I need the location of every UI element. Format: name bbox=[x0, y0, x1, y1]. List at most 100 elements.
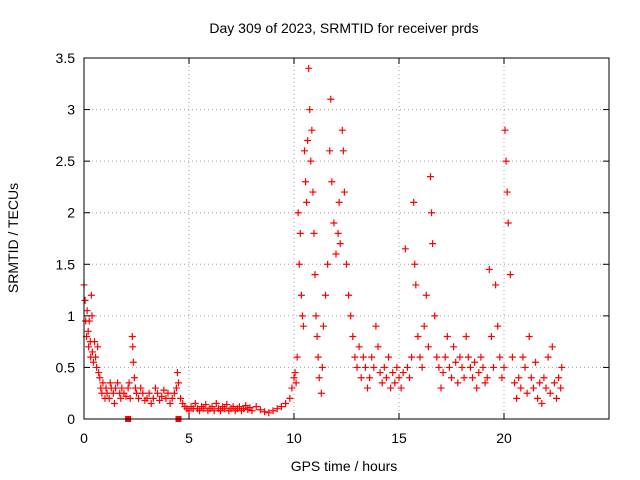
data-point bbox=[501, 126, 509, 134]
y-tick-label: 3 bbox=[67, 102, 75, 118]
data-point bbox=[172, 384, 180, 392]
data-point bbox=[448, 374, 455, 382]
data-point bbox=[523, 389, 531, 397]
data-point bbox=[332, 250, 340, 258]
data-point bbox=[273, 405, 281, 413]
data-point bbox=[160, 386, 168, 394]
data-point bbox=[558, 363, 566, 371]
data-point bbox=[137, 384, 145, 392]
data-point bbox=[458, 363, 466, 371]
data-point bbox=[252, 403, 260, 411]
data-point bbox=[424, 343, 432, 351]
data-point bbox=[368, 353, 376, 361]
data-point bbox=[229, 403, 237, 411]
data-point bbox=[502, 157, 510, 165]
data-point bbox=[347, 312, 355, 320]
data-point bbox=[85, 317, 93, 325]
data-point bbox=[126, 394, 134, 402]
y-tick-label: 2 bbox=[67, 205, 75, 221]
data-point bbox=[330, 219, 338, 227]
data-point bbox=[353, 363, 361, 371]
x-axis-label: GPS time / hours bbox=[291, 458, 398, 474]
data-point bbox=[170, 389, 178, 397]
grid-lines bbox=[84, 58, 609, 419]
data-point bbox=[374, 343, 382, 351]
data-point bbox=[335, 198, 343, 206]
data-point bbox=[481, 379, 489, 387]
data-point bbox=[429, 240, 437, 248]
data-point bbox=[298, 312, 306, 320]
data-point bbox=[340, 188, 348, 196]
data-point bbox=[130, 374, 138, 382]
data-point bbox=[154, 389, 161, 397]
data-point bbox=[96, 374, 104, 382]
data-point bbox=[265, 409, 273, 417]
data-point bbox=[221, 405, 229, 413]
data-point bbox=[175, 379, 182, 387]
data-point bbox=[304, 137, 312, 145]
data-point bbox=[81, 296, 89, 304]
data-point bbox=[117, 394, 125, 402]
data-point bbox=[433, 353, 441, 361]
data-point bbox=[456, 353, 464, 361]
data-point bbox=[339, 147, 347, 155]
data-point bbox=[242, 402, 250, 410]
data-point bbox=[403, 363, 411, 371]
data-point bbox=[112, 384, 119, 392]
data-point bbox=[89, 358, 97, 366]
data-point bbox=[351, 353, 359, 361]
data-point bbox=[380, 363, 388, 371]
data-point bbox=[168, 394, 176, 402]
data-point bbox=[334, 229, 342, 237]
data-point bbox=[147, 400, 155, 408]
data-point bbox=[428, 209, 436, 217]
data-point bbox=[88, 348, 96, 356]
data-point bbox=[326, 147, 334, 155]
data-point bbox=[318, 363, 326, 371]
x-tick-label: 10 bbox=[286, 430, 302, 446]
data-point bbox=[308, 126, 316, 134]
data-point bbox=[84, 327, 92, 335]
data-point bbox=[513, 394, 521, 402]
data-point bbox=[314, 353, 322, 361]
data-point bbox=[357, 374, 365, 382]
data-point bbox=[487, 332, 495, 340]
data-point bbox=[166, 400, 174, 408]
data-point bbox=[540, 374, 548, 382]
data-point bbox=[382, 374, 390, 382]
data-point bbox=[387, 384, 395, 392]
data-point bbox=[162, 394, 170, 402]
data-point bbox=[286, 394, 294, 402]
data-point bbox=[93, 363, 101, 371]
data-point bbox=[327, 95, 335, 103]
data-point bbox=[299, 322, 307, 330]
data-point bbox=[313, 332, 321, 340]
data-point bbox=[475, 369, 483, 377]
data-point bbox=[309, 188, 317, 196]
data-point bbox=[529, 384, 537, 392]
data-point bbox=[202, 401, 210, 409]
data-point bbox=[519, 353, 527, 361]
data-point bbox=[395, 374, 403, 382]
data-point bbox=[177, 394, 185, 402]
data-point bbox=[431, 312, 439, 320]
data-point bbox=[118, 384, 126, 392]
data-point bbox=[223, 401, 231, 409]
data-point bbox=[408, 353, 416, 361]
data-point bbox=[164, 389, 172, 397]
data-point bbox=[517, 384, 525, 392]
data-point bbox=[208, 403, 216, 411]
data-point bbox=[85, 343, 93, 351]
data-point bbox=[292, 379, 300, 387]
data-point bbox=[437, 384, 445, 392]
data-point bbox=[441, 353, 449, 361]
data-point bbox=[504, 219, 512, 227]
data-point bbox=[94, 343, 102, 351]
data-point bbox=[401, 245, 409, 253]
data-point bbox=[364, 384, 371, 392]
data-point bbox=[149, 394, 157, 402]
data-point bbox=[129, 358, 137, 366]
y-tick-label: 0.5 bbox=[56, 359, 76, 375]
data-point bbox=[443, 332, 451, 340]
data-point bbox=[83, 307, 91, 315]
